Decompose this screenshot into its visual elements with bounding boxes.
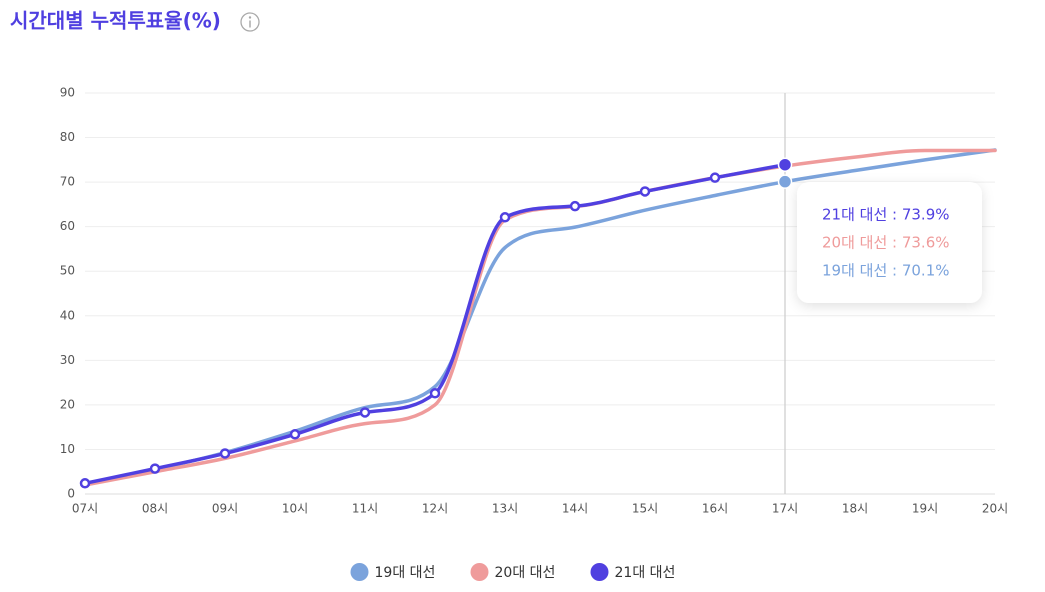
legend-label: 19대 대선: [375, 565, 436, 581]
tooltip: 21대 대선 : 73.9% 20대 대선 : 73.6% 19대 대선 : 70.…: [797, 182, 982, 303]
legend-label: 20대 대선: [495, 565, 556, 581]
x-tick-label: 12시: [422, 502, 448, 516]
chart-title: 시간대별 누적투표율(%): [10, 9, 221, 33]
point: [709, 172, 721, 183]
y-tick-label: 70: [60, 175, 75, 189]
x-tick-label: 09시: [212, 502, 238, 516]
x-tick-label: 18시: [842, 502, 868, 516]
lines: [79, 148, 997, 489]
point: [359, 407, 371, 418]
point: [149, 463, 161, 474]
x-tick-label: 10시: [282, 502, 308, 516]
x-tick-label: 20시: [982, 502, 1008, 516]
y-tick-label: 50: [60, 264, 75, 278]
x-tick-label: 16시: [702, 502, 728, 516]
tooltip-entry: 19대 대선 : 70.1%: [822, 262, 950, 280]
x-tick-label: 19시: [912, 502, 938, 516]
x-tick-label: 11시: [352, 502, 378, 516]
point: [569, 200, 581, 212]
legend: 19대 대선 20대 대선 21대 대선: [350, 563, 676, 581]
y-tick-label: 30: [60, 353, 75, 367]
hover-point: [777, 174, 793, 189]
grid: 0 10 20 30 40 50 60 70 80 90 07시 08시 09시 10시 11시 12시 13시…: [60, 86, 1008, 516]
y-tick-label: 40: [60, 308, 75, 322]
legend-label: 21대 대선: [615, 565, 676, 581]
point: [429, 388, 441, 399]
hover-point: [777, 157, 793, 172]
x-tick-label: 14시: [562, 502, 588, 516]
tooltip-entry: 21대 대선 : 73.9%: [822, 206, 950, 224]
x-tick-label: 07시: [72, 502, 98, 516]
y-tick-label: 80: [60, 130, 75, 144]
x-tick-label: 13시: [492, 502, 518, 516]
y-tick-label: 0: [67, 487, 75, 501]
point: [219, 448, 231, 459]
y-tick-label: 10: [60, 442, 75, 456]
y-tick-label: 60: [60, 219, 75, 233]
info-icon[interactable]: [240, 12, 260, 32]
point: [79, 478, 91, 489]
x-tick-label: 15시: [632, 502, 658, 516]
series-line: [83, 148, 997, 487]
tooltip-box: [797, 182, 982, 303]
point: [639, 186, 651, 197]
tooltip-entry: 20대 대선 : 73.6%: [822, 234, 950, 252]
point: [289, 429, 301, 440]
y-tick-label: 20: [60, 397, 75, 411]
y-tick-label: 90: [60, 86, 75, 100]
series-line: [83, 162, 787, 486]
x-tick-label: 17시: [772, 502, 798, 516]
legend-swatch: [590, 563, 609, 581]
legend-swatch: [350, 563, 369, 581]
point: [499, 212, 511, 223]
x-tick-label: 08시: [142, 502, 168, 516]
legend-swatch: [470, 563, 489, 581]
